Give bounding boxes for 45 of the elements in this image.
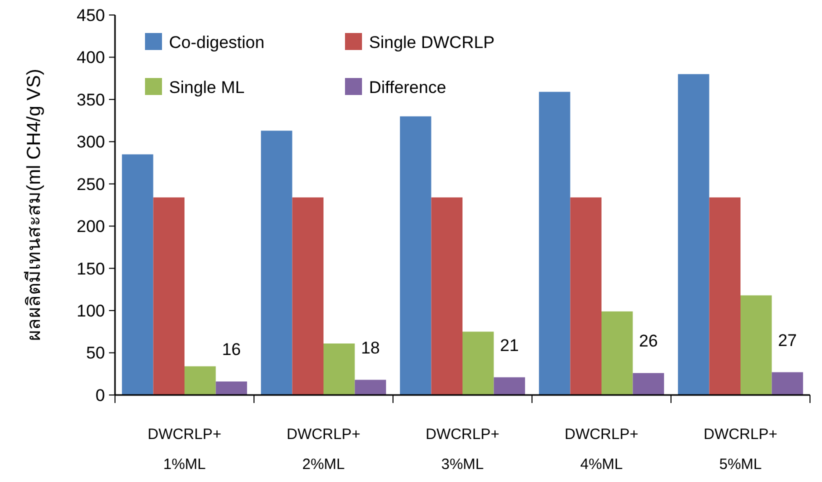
y-tick-label: 350 [76, 90, 105, 110]
x-tick-label: DWCRLP+ 2%ML [286, 426, 361, 473]
data-label: 16 [222, 340, 241, 360]
data-label: 18 [360, 338, 380, 358]
y-tick-label: 300 [76, 132, 105, 152]
y-tick-label: 400 [76, 48, 105, 68]
legend-label: Difference [369, 78, 446, 97]
legend-label: Co-digestion [169, 32, 264, 52]
y-tick-label: 50 [86, 344, 105, 363]
y-tick-label: 100 [76, 302, 105, 321]
data-label: 21 [500, 336, 519, 355]
bar [292, 197, 324, 395]
y-tick-label: 200 [76, 217, 105, 236]
x-tick-label: DWCRLP+ 5%ML [704, 426, 778, 473]
data-label: 26 [638, 332, 658, 351]
bar [602, 311, 633, 395]
x-tick-label: DWCRLP+ 1%ML [148, 426, 222, 473]
bar [772, 372, 804, 395]
bar [260, 130, 292, 395]
y-tick-label: 450 [76, 6, 105, 25]
bar [324, 343, 355, 395]
x-tick-label: DWCRLP+ 3%ML [426, 426, 500, 473]
bar [632, 373, 664, 395]
bar [462, 332, 494, 395]
bar [400, 116, 432, 395]
x-tick-label: DWCRLP+ 4%ML [564, 426, 639, 473]
y-tick-label: 150 [76, 259, 105, 278]
y-tick-label: 250 [76, 174, 105, 194]
bar [216, 381, 248, 395]
y-axis-title: ผลผลิตมีเทนสะสม(ml CH4/g VS) [23, 68, 45, 342]
bar [678, 74, 710, 395]
bar [709, 197, 740, 395]
legend-label: Single DWCRLP [369, 32, 495, 52]
bar [153, 197, 184, 395]
data-label: 27 [778, 330, 797, 350]
bar [354, 380, 386, 395]
y-tick-label: 0 [96, 386, 105, 405]
bar [570, 197, 602, 395]
bar [494, 377, 526, 395]
bar [740, 295, 772, 395]
legend-label: Single ML [169, 78, 245, 97]
bar [431, 197, 462, 395]
bar [122, 154, 154, 395]
bar [538, 92, 570, 395]
bar [184, 366, 216, 395]
